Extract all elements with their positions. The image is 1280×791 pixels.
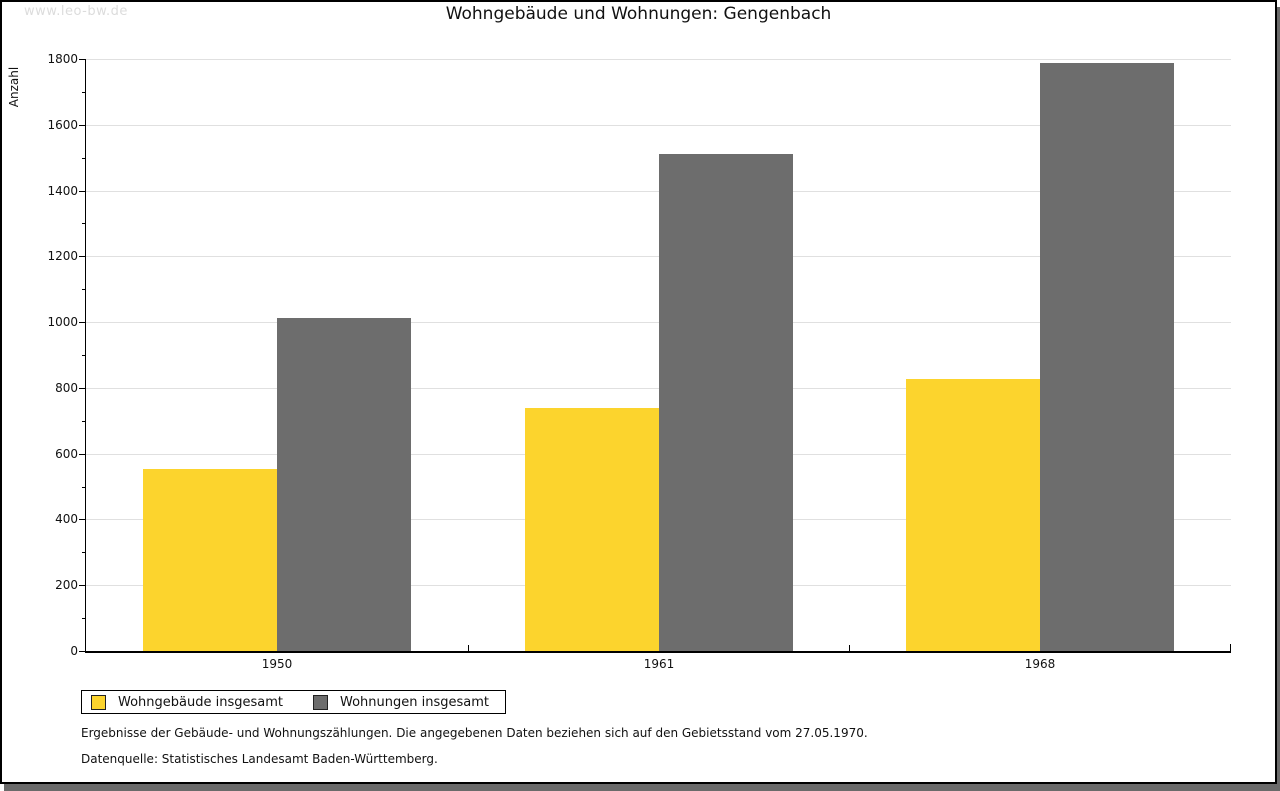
- y-tick-label: 400: [55, 512, 78, 526]
- legend-swatch-wohngebaeude: [91, 694, 106, 710]
- y-tick-label: 1200: [47, 249, 78, 263]
- y-axis-minor-tick: [82, 618, 85, 619]
- y-axis-major-tick: [79, 191, 85, 192]
- y-axis-minor-tick: [82, 421, 85, 422]
- y-tick-label: 1800: [47, 52, 78, 66]
- y-axis-minor-tick: [82, 223, 85, 224]
- legend-label: Wohnungen insgesamt: [340, 694, 489, 710]
- legend: Wohngebäude insgesamt Wohnungen insgesam…: [81, 690, 506, 714]
- y-axis-minor-tick: [82, 92, 85, 93]
- x-tick-label: 1950: [261, 657, 293, 671]
- y-axis-major-tick: [79, 519, 85, 520]
- y-axis-minor-tick: [82, 487, 85, 488]
- y-axis-title: Anzahl: [7, 66, 21, 108]
- bar-1968-wohnungen: [1040, 63, 1174, 651]
- bar-1968-wohngebaeude: [906, 379, 1040, 651]
- footnote-source-note: Ergebnisse der Gebäude- und Wohnungszähl…: [81, 726, 868, 740]
- legend-item: Wohnungen insgesamt: [313, 694, 489, 710]
- footnote-data-source: Datenquelle: Statistisches Landesamt Bad…: [81, 752, 438, 766]
- y-axis-major-tick: [79, 125, 85, 126]
- legend-label: Wohngebäude insgesamt: [118, 694, 283, 710]
- page-title: Wohngebäude und Wohnungen: Gengenbach: [445, 4, 832, 24]
- gridline: [86, 191, 1231, 192]
- y-axis-major-tick: [79, 388, 85, 389]
- x-axis-end-tick: [1230, 644, 1231, 651]
- y-axis-major-tick: [79, 59, 85, 60]
- bar-1950-wohngebaeude: [143, 469, 277, 651]
- legend-item: Wohngebäude insgesamt: [91, 694, 283, 710]
- bar-1950-wohnungen: [277, 318, 411, 651]
- y-axis-major-tick: [79, 585, 85, 586]
- y-axis-major-tick: [79, 651, 85, 652]
- watermark: www.leo-bw.de: [24, 4, 128, 19]
- y-tick-label: 1000: [47, 315, 78, 329]
- gridline: [86, 59, 1231, 60]
- x-tick-label: 1968: [1024, 657, 1056, 671]
- y-axis-minor-tick: [82, 289, 85, 290]
- y-tick-label: 1400: [47, 184, 78, 198]
- x-axis-boundary-tick: [849, 645, 850, 651]
- y-tick-label: 1600: [47, 118, 78, 132]
- y-axis-minor-tick: [82, 552, 85, 553]
- y-tick-label: 600: [55, 447, 78, 461]
- y-tick-label: 0: [70, 644, 78, 658]
- y-tick-label: 800: [55, 381, 78, 395]
- gridline: [86, 388, 1231, 389]
- x-tick-label: 1961: [643, 657, 675, 671]
- y-axis-major-tick: [79, 454, 85, 455]
- plot-area: 0 200 400 600 800 1000 1200 1400 1600 1800 1950 196…: [47, 52, 1231, 671]
- y-axis-minor-tick: [82, 355, 85, 356]
- gridline: [86, 256, 1231, 257]
- bar-1961-wohnungen: [659, 154, 793, 651]
- y-axis-minor-tick: [82, 158, 85, 159]
- y-tick-label: 200: [55, 578, 78, 592]
- gridline: [86, 322, 1231, 323]
- legend-swatch-wohnungen: [313, 694, 328, 710]
- x-axis-boundary-tick: [468, 645, 469, 651]
- y-axis-major-tick: [79, 256, 85, 257]
- y-axis-major-tick: [79, 322, 85, 323]
- bar-1961-wohngebaeude: [525, 408, 659, 651]
- gridline: [86, 125, 1231, 126]
